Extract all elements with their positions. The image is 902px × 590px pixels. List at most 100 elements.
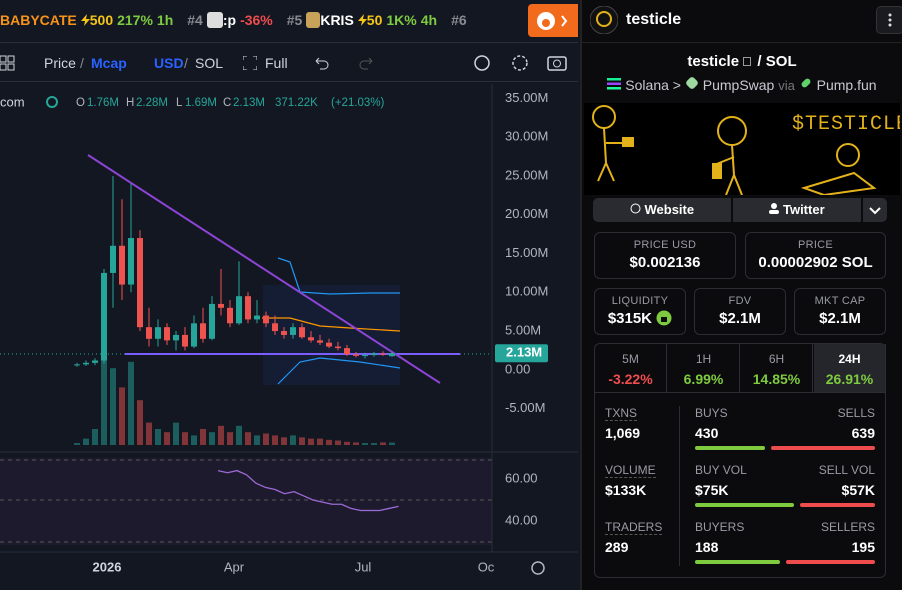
o-key: O bbox=[76, 97, 85, 109]
candle-body bbox=[263, 315, 269, 324]
launchpad[interactable]: Pump.fun bbox=[816, 77, 877, 93]
range-box bbox=[263, 285, 400, 385]
timeframe-tab[interactable]: 6H 14.85% bbox=[741, 344, 813, 392]
y-tick-label: 35.00M bbox=[505, 90, 548, 105]
volume-bar bbox=[353, 442, 359, 445]
visibility-icon[interactable] bbox=[46, 96, 58, 108]
buy-label: BUYS bbox=[695, 406, 728, 420]
token-icon bbox=[206, 12, 223, 28]
indicators-icon[interactable] bbox=[0, 55, 16, 71]
tab-label: 1H bbox=[695, 352, 712, 366]
chart: com O 1.76M H 2.28M L 1.69M C 2.13M 371.… bbox=[0, 84, 578, 575]
usd-toggle[interactable]: USD bbox=[154, 55, 184, 71]
copy-icon[interactable] bbox=[743, 55, 753, 66]
volume-bar bbox=[191, 435, 197, 445]
card-value: $2.1M bbox=[819, 310, 861, 327]
mcap-toggle[interactable]: Mcap bbox=[91, 55, 127, 71]
website-button[interactable]: Website bbox=[593, 198, 731, 222]
ticker-age: 4h bbox=[420, 12, 438, 28]
price-toggle[interactable]: Price bbox=[44, 55, 76, 71]
x-tick-label: Apr bbox=[224, 559, 245, 574]
volume-bar bbox=[128, 361, 134, 445]
ticker-name[interactable]: KRIS bbox=[320, 12, 354, 28]
y-tick-label: 20.00M bbox=[505, 206, 548, 221]
more-links[interactable] bbox=[863, 198, 887, 222]
token-panel: testicle testicle / SOL Solana > PumpSwa… bbox=[580, 0, 902, 590]
candle-body bbox=[164, 327, 170, 341]
candle-body bbox=[236, 296, 242, 324]
pair-quote: SOL bbox=[765, 53, 797, 70]
buy-bar bbox=[695, 446, 765, 450]
candle-body bbox=[218, 303, 224, 308]
timeframe-tab[interactable]: 1H 6.99% bbox=[668, 344, 740, 392]
banner-text: $TESTICLE bbox=[792, 113, 900, 136]
lock-icon bbox=[656, 310, 672, 326]
liquidity-value: $315K bbox=[607, 310, 653, 327]
stat-label: TXNS bbox=[605, 406, 638, 421]
ticker-name[interactable]: :p bbox=[222, 12, 237, 28]
ticker-boost: 500 bbox=[89, 12, 114, 28]
candle-body bbox=[344, 348, 350, 355]
sell-bar bbox=[799, 503, 875, 507]
volume-bar bbox=[182, 432, 188, 445]
trending-button[interactable] bbox=[528, 4, 578, 37]
volume-bar bbox=[83, 438, 89, 445]
settings-icon[interactable] bbox=[531, 561, 545, 575]
timeframe-tab[interactable]: 5M -3.22% bbox=[595, 344, 667, 392]
c-val: 2.13M bbox=[233, 97, 265, 109]
x-tick-label: Oc bbox=[478, 559, 495, 574]
candle-body bbox=[362, 355, 368, 357]
tool-icons[interactable] bbox=[472, 53, 572, 73]
y-tick-label: -5.00M bbox=[505, 400, 545, 415]
via: via bbox=[778, 78, 795, 93]
candle-body bbox=[389, 353, 395, 357]
candle-body bbox=[245, 296, 251, 320]
volume-bar bbox=[263, 433, 269, 445]
candle-body bbox=[101, 272, 107, 361]
metric-card: LIQUIDITY $315K bbox=[594, 288, 686, 335]
divider bbox=[679, 406, 680, 566]
candle-body bbox=[128, 238, 134, 285]
card-label: PRICE USD bbox=[633, 239, 697, 251]
volume-bar bbox=[164, 432, 170, 445]
volume-bar bbox=[200, 429, 206, 445]
volume-bar bbox=[308, 438, 314, 445]
dex[interactable]: PumpSwap bbox=[702, 77, 775, 93]
volume-val: 371.22K bbox=[275, 97, 318, 109]
timeframe-tab[interactable]: 24H 26.91% bbox=[814, 344, 886, 392]
candle-body bbox=[191, 323, 197, 347]
chain[interactable]: Solana bbox=[625, 77, 669, 93]
rsi-tick-label: 40.00 bbox=[505, 512, 538, 527]
ticker-name[interactable]: BABYCATE bbox=[0, 12, 77, 28]
volume-bar bbox=[290, 435, 296, 445]
candle-layer bbox=[74, 176, 395, 367]
stat-value: 289 bbox=[605, 539, 629, 555]
candle-body bbox=[290, 327, 296, 335]
volume-bar bbox=[218, 425, 224, 445]
buy-value: 430 bbox=[695, 425, 719, 441]
menu-button[interactable] bbox=[876, 6, 902, 34]
candle-body bbox=[227, 307, 233, 324]
ticker-change: -36% bbox=[240, 12, 273, 28]
x-tick-label: 2026 bbox=[93, 559, 122, 574]
ticker-boost: 50 bbox=[366, 12, 383, 28]
globe-icon bbox=[630, 203, 641, 214]
twitter-button[interactable]: Twitter bbox=[733, 198, 861, 222]
candle-body bbox=[74, 364, 80, 366]
pair-base: testicle bbox=[687, 53, 740, 70]
full-button[interactable]: Full bbox=[265, 55, 288, 71]
y-tick-label: 10.00M bbox=[505, 284, 548, 299]
buy-bar bbox=[695, 560, 781, 564]
tab-change: 26.91% bbox=[825, 371, 874, 387]
volume-bar bbox=[245, 432, 251, 445]
card-label: FDV bbox=[728, 295, 752, 307]
undo-redo[interactable] bbox=[314, 56, 374, 70]
buy-label: BUY VOL bbox=[695, 463, 747, 477]
pair-sep: / bbox=[757, 53, 762, 70]
sol-toggle[interactable]: SOL bbox=[195, 55, 224, 71]
price-card: PRICE USD $0.002136 bbox=[594, 232, 736, 279]
last-price-box bbox=[495, 344, 548, 363]
launchpad-icon bbox=[801, 78, 811, 88]
sell-label: SELL VOL bbox=[818, 463, 875, 477]
card-label: PRICE bbox=[797, 239, 834, 251]
